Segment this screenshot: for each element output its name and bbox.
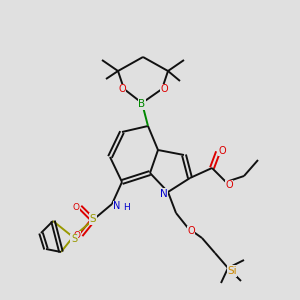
Text: S: S [90, 214, 96, 224]
Text: O: O [187, 226, 195, 236]
Text: O: O [218, 146, 226, 156]
Text: Si: Si [227, 266, 237, 276]
Text: O: O [118, 84, 126, 94]
Text: N: N [113, 201, 121, 211]
Text: H: H [123, 202, 129, 211]
Text: B: B [138, 99, 146, 109]
Text: O: O [73, 202, 80, 211]
Text: O: O [225, 180, 233, 190]
Text: S: S [71, 234, 77, 244]
Text: O: O [160, 84, 168, 94]
Text: N: N [160, 189, 168, 199]
Text: O: O [74, 232, 80, 241]
